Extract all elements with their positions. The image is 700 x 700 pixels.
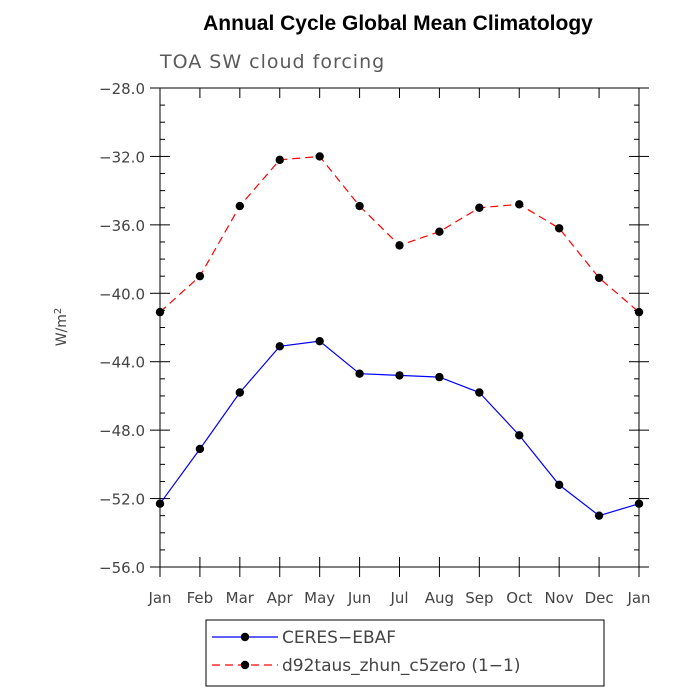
data-point bbox=[155, 307, 165, 317]
data-point bbox=[634, 499, 644, 508]
y-axis: −28.0 −32.0 −36.0 −40.0 −44.0 −48.0 −52.0 −56.0 bbox=[99, 80, 649, 577]
x-tick-label: Oct bbox=[506, 589, 532, 607]
legend-label: CERES−EBAF bbox=[282, 628, 396, 648]
chart-title: Annual Cycle Global Mean Climatology bbox=[203, 12, 593, 35]
data-point bbox=[634, 307, 644, 317]
data-point bbox=[515, 431, 524, 440]
chart-subtitle: TOA SW cloud forcing bbox=[159, 51, 385, 73]
x-tick-label: Jan bbox=[147, 589, 171, 607]
y-axis-label: W/m2 bbox=[53, 308, 71, 347]
y-tick-label: −48.0 bbox=[99, 422, 145, 440]
legend-swatch-marker bbox=[240, 632, 250, 642]
x-tick-label: Aug bbox=[425, 589, 454, 607]
y-tick-label: −56.0 bbox=[99, 559, 145, 577]
data-point bbox=[275, 342, 284, 351]
x-tick-label: Dec bbox=[585, 589, 614, 607]
x-axis: Jan Feb Mar Apr May Jun Jul Aug Sep Oct Nov Dec Jan bbox=[147, 88, 651, 607]
y-tick-label: −44.0 bbox=[99, 354, 145, 372]
x-tick-label: Nov bbox=[545, 589, 574, 607]
data-point bbox=[515, 200, 524, 209]
x-tick-label: Sep bbox=[465, 589, 493, 607]
series-line-0 bbox=[159, 340, 640, 517]
series-layer bbox=[155, 152, 644, 520]
x-tick-label: Jan bbox=[626, 589, 650, 607]
data-point bbox=[195, 444, 205, 454]
data-point bbox=[195, 271, 205, 281]
legend: CERES−EBAF d92taus_zhun_c5zero (1−1) bbox=[205, 619, 605, 687]
data-point bbox=[475, 388, 484, 397]
series-line-1 bbox=[159, 155, 640, 313]
data-point bbox=[594, 511, 604, 520]
y-axis-label-superscript: 2 bbox=[53, 308, 64, 314]
data-point bbox=[554, 480, 564, 490]
data-point bbox=[395, 241, 404, 250]
x-tick-label: Feb bbox=[187, 589, 214, 607]
y-tick-label: −28.0 bbox=[99, 80, 145, 98]
legend-swatch-marker bbox=[240, 660, 250, 670]
plot-area-frame bbox=[159, 87, 640, 568]
data-point bbox=[275, 155, 284, 165]
x-tick-label: Apr bbox=[267, 589, 294, 607]
data-point bbox=[435, 372, 444, 382]
x-tick-label: May bbox=[304, 589, 335, 607]
data-point bbox=[355, 369, 364, 378]
data-point bbox=[235, 201, 245, 211]
y-tick-label: −32.0 bbox=[99, 148, 145, 166]
data-point bbox=[475, 203, 484, 212]
y-tick-label: −36.0 bbox=[99, 217, 145, 235]
data-point bbox=[395, 371, 404, 380]
x-tick-label: Jul bbox=[389, 589, 408, 607]
legend-label: d92taus_zhun_c5zero (1−1) bbox=[282, 656, 521, 676]
legend-box bbox=[205, 619, 605, 687]
data-point bbox=[235, 388, 245, 397]
data-point bbox=[594, 273, 604, 283]
x-tick-label: Mar bbox=[226, 589, 255, 607]
data-point bbox=[155, 499, 165, 508]
y-axis-label-text: W/m bbox=[54, 314, 70, 346]
data-point bbox=[435, 227, 444, 236]
data-point bbox=[554, 224, 564, 233]
data-point bbox=[315, 152, 324, 161]
y-tick-label: −40.0 bbox=[99, 285, 145, 303]
y-tick-label: −52.0 bbox=[99, 491, 145, 509]
x-tick-label: Jun bbox=[347, 589, 371, 607]
data-point bbox=[315, 336, 324, 346]
data-point bbox=[355, 201, 364, 211]
